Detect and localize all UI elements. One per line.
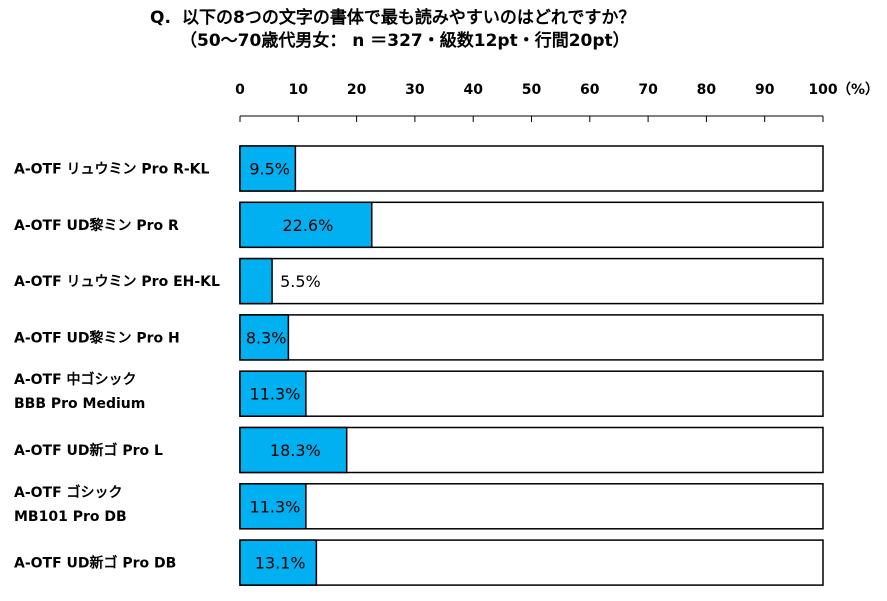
data-label: 18.3% bbox=[270, 441, 321, 460]
x-tick-label: 100 bbox=[808, 82, 837, 98]
category-label: A-OTF UD黎ミン Pro H bbox=[14, 329, 180, 346]
data-label: 8.3% bbox=[246, 328, 287, 347]
x-tick-label: 80 bbox=[697, 82, 717, 98]
bar bbox=[239, 370, 307, 417]
data-label: 11.3% bbox=[250, 385, 301, 404]
category-label-line2: MB101 Pro DB bbox=[14, 509, 127, 525]
bar-track bbox=[239, 370, 824, 417]
chart-subtitle: （50～70歳代男女： n ＝327・級数12pt・行間20pt） bbox=[180, 31, 630, 51]
category-label: A-OTF UD新ゴ Pro L bbox=[14, 442, 163, 459]
category-label: A-OTF 中ゴシック bbox=[14, 371, 137, 388]
question-text: 以下の8つの文字の書体で最も読みやすいのはどれですか？ bbox=[182, 8, 636, 28]
bar-track bbox=[239, 483, 824, 530]
x-tick-label: 40 bbox=[463, 82, 483, 98]
category-label: A-OTF UD新ゴ Pro DB bbox=[14, 555, 176, 572]
bar bbox=[239, 145, 297, 192]
bar bbox=[239, 426, 348, 474]
category-label: A-OTF リュウミン Pro R-KL bbox=[14, 162, 210, 178]
x-tick-label: 60 bbox=[580, 82, 600, 98]
bar bbox=[239, 257, 273, 305]
x-tick-label: 90 bbox=[755, 82, 775, 98]
bar bbox=[239, 314, 290, 361]
x-axis-unit: （%） bbox=[837, 82, 879, 98]
x-tick-label: 20 bbox=[347, 82, 367, 98]
x-tick-label: 10 bbox=[289, 82, 309, 98]
bar-track bbox=[239, 145, 824, 192]
x-tick-label: 0 bbox=[235, 82, 245, 98]
category-label: A-OTF UD黎ミン Pro R bbox=[14, 217, 179, 234]
data-label: 11.3% bbox=[250, 497, 301, 516]
data-label: 5.5% bbox=[280, 272, 321, 291]
bar-track bbox=[239, 539, 824, 586]
chart-title: Q. 以下の8つの文字の書体で最も読みやすいのはどれですか？ bbox=[150, 8, 635, 29]
category-label: A-OTF ゴシック bbox=[14, 484, 123, 501]
data-label: 13.1% bbox=[255, 554, 306, 573]
question-marker: Q. bbox=[150, 8, 171, 28]
bar bbox=[239, 539, 318, 586]
bar-track bbox=[239, 314, 824, 361]
x-tick-label: 30 bbox=[405, 82, 425, 98]
bar bbox=[239, 483, 307, 530]
bar-track bbox=[239, 257, 824, 305]
data-label: 22.6% bbox=[282, 216, 333, 235]
data-label: 9.5% bbox=[249, 160, 290, 179]
x-tick-label: 50 bbox=[522, 82, 542, 98]
bar bbox=[239, 201, 373, 249]
category-label-line2: BBB Pro Medium bbox=[14, 396, 145, 412]
x-tick-label: 70 bbox=[638, 82, 658, 98]
category-label: A-OTF リュウミン Pro EH-KL bbox=[14, 274, 220, 290]
